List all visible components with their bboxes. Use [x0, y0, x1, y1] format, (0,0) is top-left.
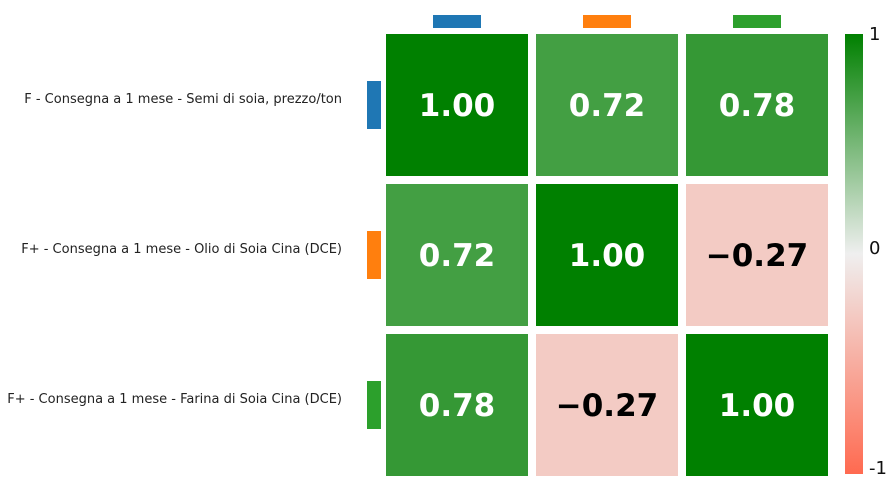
- cell-value-r1-c2: 0.72: [569, 88, 646, 124]
- color-scale-bar: 1 0 -1: [845, 24, 887, 479]
- cell-value-r3-c1: 0.78: [419, 388, 496, 424]
- heatmap-cell-r2-c1: [386, 184, 528, 326]
- cell-value-r2-c3: −0.27: [706, 238, 808, 274]
- cell-value-r2-c2: 1.00: [569, 238, 646, 274]
- color-scale-min-label: -1: [869, 458, 887, 479]
- column-color-markers: [433, 15, 781, 28]
- cell-value-r2-c1: 0.72: [419, 238, 496, 274]
- row-labels: F - Consegna a 1 mese - Semi di soia, pr…: [7, 92, 342, 407]
- row-label-3: F+ - Consegna a 1 mese - Farina di Soia …: [7, 392, 342, 407]
- cell-value-r3-c2: −0.27: [556, 388, 658, 424]
- cell-value-r1-c3: 0.78: [719, 88, 796, 124]
- row-label-1: F - Consegna a 1 mese - Semi di soia, pr…: [24, 92, 342, 107]
- row-label-2: F+ - Consegna a 1 mese - Olio di Soia Ci…: [21, 242, 342, 257]
- heatmap-cell-r3-c1: [386, 334, 528, 476]
- color-scale-mid-label: 0: [869, 238, 880, 259]
- row-marker-1: [367, 81, 381, 129]
- column-marker-1: [433, 15, 481, 28]
- column-marker-3: [733, 15, 781, 28]
- heatmap-cell-r2-c2: [536, 184, 678, 326]
- color-scale-gradient: [845, 34, 863, 474]
- heatmap-cell-r1-c3: [686, 34, 828, 176]
- row-marker-2: [367, 231, 381, 279]
- heatmap-cells: 1.00 0.72 0.78 0.72 1.00 −0.27 0.78 −0.27 1.00: [386, 34, 828, 476]
- heatmap-cell-r3-c3: [686, 334, 828, 476]
- heatmap-cell-r1-c2: [536, 34, 678, 176]
- row-color-markers: [367, 81, 381, 429]
- heatmap-cell-r2-c3: [686, 184, 828, 326]
- heatmap-cell-r1-c1: [386, 34, 528, 176]
- cell-value-r3-c3: 1.00: [719, 388, 796, 424]
- cell-value-r1-c1: 1.00: [419, 88, 496, 124]
- heatmap-cell-r3-c2: [536, 334, 678, 476]
- row-marker-3: [367, 381, 381, 429]
- color-scale-max-label: 1: [869, 24, 880, 45]
- column-marker-2: [583, 15, 631, 28]
